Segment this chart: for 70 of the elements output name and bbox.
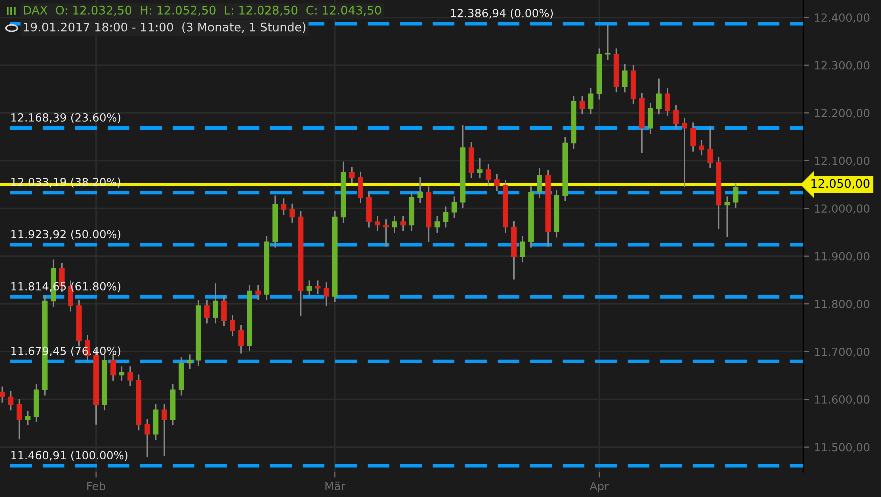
y-tick-label: 11.500,00 [815, 443, 870, 453]
candlestick [622, 63, 628, 94]
candlestick [486, 164, 492, 186]
y-tick-label: 12.400,00 [815, 14, 870, 24]
candlestick [119, 366, 125, 382]
candlestick [0, 386, 6, 404]
x-tick-label: Feb [88, 482, 106, 490]
candlestick [690, 122, 696, 153]
candlestick [452, 196, 458, 219]
x-tick-label: Apr [590, 482, 610, 493]
candlestick [204, 300, 210, 324]
candlestick [648, 102, 654, 135]
candlestick [358, 171, 364, 204]
candlestick [144, 418, 150, 458]
candlestick [708, 126, 714, 170]
candlestick [384, 218, 389, 248]
candlestick [588, 88, 594, 116]
candlestick [682, 117, 688, 188]
candlestick [733, 183, 739, 209]
ref-line-label: 12.050,00 [812, 179, 870, 190]
x-tick-label: Mär [326, 482, 346, 490]
candlestick [256, 284, 262, 301]
candlestick [400, 216, 406, 232]
candlestick [230, 314, 236, 338]
candlestick [674, 104, 679, 130]
ref-line-label: 11.923,92 (50.00%) [12, 230, 121, 240]
candlestick [580, 95, 586, 116]
y-tick-label: 12.000,00 [815, 204, 870, 214]
candlestick [128, 366, 134, 387]
candlestick [724, 196, 730, 238]
ref-line-label: 12.168,39 (23.60%) [12, 113, 121, 124]
candlestick [349, 166, 355, 184]
candlestick [25, 410, 31, 426]
candlestick [315, 280, 321, 295]
y-tick-label: 11.600,00 [815, 396, 870, 406]
candlestick [434, 216, 440, 234]
candlestick [392, 216, 398, 234]
candlestick [290, 203, 296, 224]
candlestick [213, 282, 218, 324]
candlestick [375, 216, 380, 232]
candlestick [656, 78, 662, 116]
candlestick [477, 157, 483, 180]
candlestick [520, 236, 526, 264]
candlestick [494, 174, 500, 192]
candlestick [605, 24, 611, 61]
candlestick [187, 354, 193, 370]
candlestick [665, 88, 670, 118]
candlestick [16, 398, 22, 440]
y-tick-label: 12.200,00 [815, 109, 870, 119]
candlestick [281, 198, 287, 216]
candlestick [68, 280, 74, 312]
y-tick-label: 12.100,00 [815, 156, 870, 166]
candlestick [443, 206, 449, 228]
candlestick [418, 176, 424, 204]
y-tick-label: 11.900,00 [815, 252, 870, 262]
y-tick-label: 11.800,00 [815, 300, 870, 310]
candlestick [8, 390, 14, 412]
candlestick [324, 282, 330, 307]
annotation: 19.01.2017 18:00 - 11:00 (3 Monate, 1 Stunde) [24, 22, 306, 34]
candlestick [699, 140, 705, 156]
ref-line-label: 12.386,94 (0.00%) [451, 8, 554, 19]
candlestick [162, 404, 168, 458]
candlestick [222, 294, 227, 328]
y-tick-label: 11.700,00 [815, 348, 870, 358]
annotation: DAX O: 12.032,50 H: 12.052,50 L: 12.028,50 C: 12.043,50 [24, 6, 382, 16]
ref-line-label: 11.460,91 (100.00%) [12, 451, 128, 461]
y-tick-label: 12.300,00 [815, 61, 870, 71]
candlestick [306, 280, 312, 298]
candlestick [537, 167, 542, 199]
candlestick [238, 324, 244, 354]
